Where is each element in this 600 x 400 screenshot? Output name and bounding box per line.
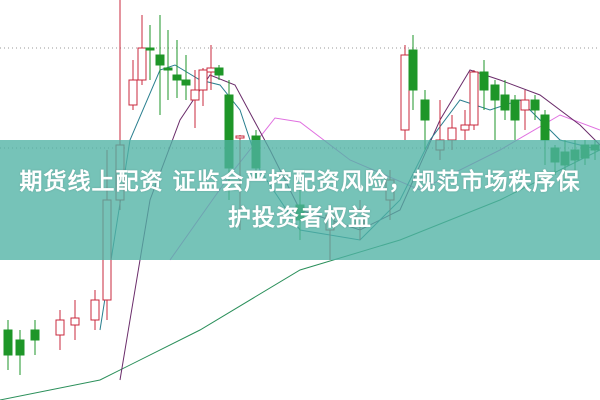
- candlestick: [3, 320, 13, 370]
- candle-body: [510, 99, 520, 121]
- candlestick: [145, 25, 155, 80]
- candlestick: [163, 30, 173, 100]
- candle-body: [163, 67, 173, 71]
- candlestick: [15, 330, 25, 375]
- candlestick: [400, 45, 410, 140]
- candle-body: [540, 114, 550, 141]
- candle-body: [420, 99, 430, 121]
- candle-body: [460, 124, 470, 131]
- candlestick: [214, 65, 224, 80]
- candlestick: [460, 110, 470, 140]
- candlestick: [137, 15, 147, 85]
- candlestick: [198, 68, 208, 106]
- candle-body: [400, 54, 410, 131]
- candlestick: [530, 95, 540, 120]
- candlestick: [70, 300, 80, 340]
- candle-body: [128, 79, 138, 106]
- candlestick: [30, 320, 40, 355]
- candle-body: [70, 317, 80, 326]
- candle-body: [181, 79, 191, 86]
- candle-body: [530, 99, 540, 111]
- candlestick: [520, 90, 530, 130]
- headline-title: 期货线上配资 证监会严控配资风险，规范市场秩序保护投资者权益: [19, 169, 581, 231]
- candlestick: [172, 40, 182, 98]
- candlestick: [90, 290, 100, 330]
- candle-body: [479, 71, 489, 91]
- candle-body: [206, 67, 216, 73]
- candle-body: [155, 54, 165, 66]
- candle-body: [145, 47, 155, 51]
- candle-body: [172, 74, 182, 81]
- candle-body: [30, 329, 40, 341]
- candle-body: [90, 299, 100, 321]
- candle-body: [520, 99, 530, 111]
- candlestick: [490, 80, 500, 140]
- candlestick: [128, 60, 138, 110]
- candle-body: [214, 67, 224, 76]
- candlestick: [479, 60, 489, 110]
- candlestick: [181, 55, 191, 100]
- candlestick: [155, 15, 165, 115]
- candle-body: [500, 94, 510, 111]
- candlestick: [500, 80, 510, 120]
- candlestick: [469, 70, 479, 130]
- candlestick: [190, 70, 200, 128]
- headline-banner: [0, 140, 600, 260]
- candle-body: [447, 127, 457, 141]
- candle-body: [15, 339, 25, 356]
- candle-body: [3, 329, 13, 356]
- candle-body: [469, 71, 479, 126]
- candle-body: [190, 89, 200, 101]
- candlestick: [408, 35, 418, 110]
- candle-body: [55, 319, 65, 336]
- candle-body: [198, 69, 208, 91]
- candle-body: [137, 47, 147, 81]
- candle-body: [235, 135, 245, 139]
- candle-body: [490, 84, 500, 101]
- candlestick: [510, 95, 520, 140]
- candle-body: [408, 49, 418, 91]
- candlestick: [55, 310, 65, 350]
